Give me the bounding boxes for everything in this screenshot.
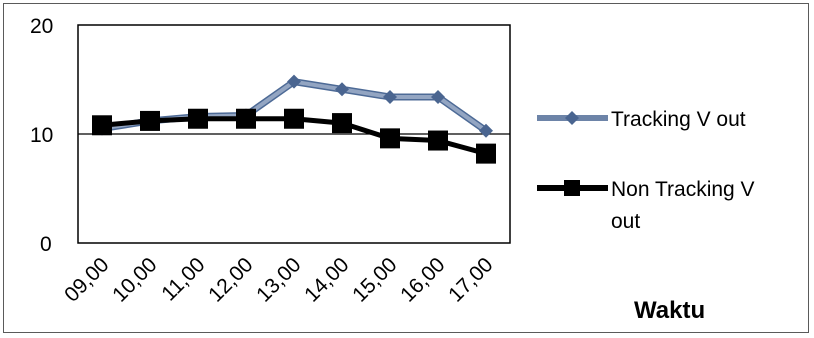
data-point-non-tracking: [428, 130, 448, 151]
x-tick-label: 09,00: [60, 253, 113, 306]
x-tick-label: 12,00: [204, 253, 257, 306]
legend-label-tracking: Tracking V out: [611, 108, 746, 131]
data-point-non-tracking: [92, 115, 112, 136]
legend: Tracking V out Non Tracking V out: [537, 108, 760, 233]
legend-diamond-icon: [565, 111, 579, 125]
chart-frame: [3, 3, 809, 333]
x-tick-label: 14,00: [300, 253, 353, 306]
y-tick-label: 0: [40, 233, 52, 256]
x-tick-label: 13,00: [252, 253, 305, 306]
data-point-non-tracking: [140, 110, 160, 131]
y-tick-label: 10: [30, 124, 53, 147]
data-point-non-tracking: [476, 143, 496, 164]
data-point-tracking: [431, 89, 445, 104]
x-axis-title: Waktu: [634, 297, 705, 324]
legend-label-line-1: Non Tracking V: [611, 178, 755, 201]
data-point-tracking: [383, 89, 397, 104]
legend-square-icon: [564, 180, 580, 196]
data-point-tracking: [479, 123, 493, 138]
data-point-tracking: [287, 74, 301, 89]
data-point-non-tracking: [236, 108, 256, 129]
data-point-tracking: [335, 82, 349, 97]
data-point-non-tracking: [332, 113, 352, 134]
x-tick-label: 15,00: [348, 253, 401, 306]
legend-label-non-tracking: Non Tracking V out: [611, 178, 760, 233]
data-point-non-tracking: [188, 108, 208, 129]
x-tick-label: 11,00: [157, 253, 209, 305]
x-tick-label: 16,00: [396, 253, 449, 306]
legend-label-line-2: out: [611, 210, 640, 233]
y-tick-label: 20: [30, 15, 53, 38]
x-tick-label: 10,00: [108, 253, 161, 306]
data-point-non-tracking: [284, 108, 304, 129]
x-tick-label: 17,00: [444, 253, 497, 306]
data-point-non-tracking: [380, 128, 400, 149]
